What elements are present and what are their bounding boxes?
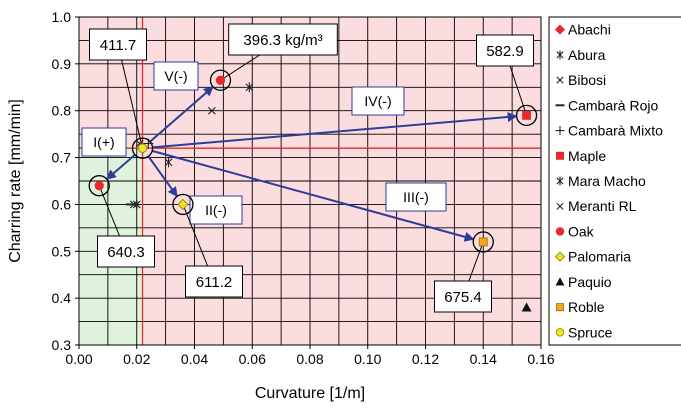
legend-palomaria-label: Palomaria [568,249,631,265]
y-tick-label: 1.0 [52,9,72,25]
annotation-label: 611.2 [196,274,232,291]
annotation-label: 640.3 [107,244,145,261]
legend-abachi-label: Abachi [568,22,611,38]
y-tick-label: 0.6 [52,196,72,212]
point-spruce [138,144,147,153]
y-axis-label: Charring rate [mm/min] [7,99,24,263]
legend-roble-label: Roble [568,299,605,315]
x-tick-label: 0.08 [296,351,323,367]
legend-meranti-rl-label: Meranti RL [568,198,637,214]
point-roble [479,238,487,246]
legend: Abachi Abura Bibosi Cambarà Rojo Cambarà Mix… [549,17,681,345]
y-tick-label: 0.7 [52,150,72,166]
arrow-label: I(+) [93,134,114,150]
x-tick-label: 0.04 [181,351,208,367]
legend-cambar-rojo-label: Cambarà Rojo [568,97,658,113]
x-tick-label: 0.00 [65,351,92,367]
legend-paquio-label: Paquio [568,274,612,290]
y-tick-label: 0.9 [52,56,72,72]
arrow-label: III(-) [403,189,429,205]
y-tick-label: 0.8 [52,103,72,119]
x-tick-label: 0.02 [123,351,150,367]
arrow-label: V(-) [164,68,187,84]
legend-maple-label: Maple [568,148,606,164]
legend-abura-label: Abura [568,47,606,63]
x-tick-label: 0.16 [527,351,554,367]
annotation-label: 396.3 kg/m³ [243,32,322,49]
x-tick-label: 0.10 [354,351,381,367]
point-oak [95,181,104,190]
annotation-label: 582.9 [486,43,524,60]
legend-spruce-label: Spruce [568,324,613,340]
annotation-label: 411.7 [100,37,136,54]
x-tick-label: 0.12 [412,351,439,367]
annotation-label: 675.4 [444,289,482,306]
x-axis-label: Curvature [1/m] [255,385,365,402]
x-tick-label: 0.06 [239,351,266,367]
x-tick-label: 0.14 [470,351,497,367]
legend-cambar-mixto-label: Cambarà Mixto [568,123,663,139]
arrow-label: IV(-) [364,93,391,109]
point-maple [523,111,531,119]
legend-oak-label: Oak [568,223,595,239]
point-extra [216,76,225,85]
legend-maple-marker [556,152,563,159]
legend-bibosi-label: Bibosi [568,72,606,88]
y-tick-label: 0.4 [52,290,72,306]
legend-mara-macho-label: Mara Macho [568,173,646,189]
legend-roble-marker [556,304,563,311]
arrow-label: II(-) [205,202,227,218]
y-tick-label: 0.5 [52,243,72,259]
legend-oak-marker [556,228,564,236]
legend-spruce-marker [556,329,564,337]
y-tick-label: 0.3 [52,337,72,353]
